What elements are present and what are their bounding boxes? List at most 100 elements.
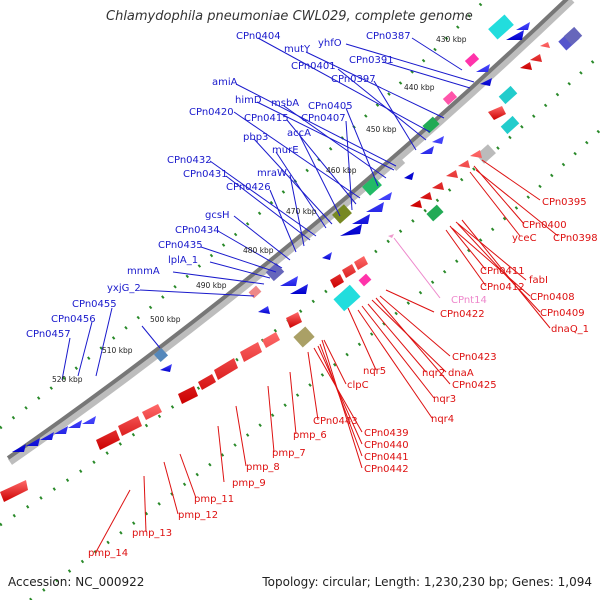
gene-label-CPn0409[interactable]: CPn0409 [540,308,585,319]
gene-label-mnmA[interactable]: mnmA [127,266,160,277]
gene-label-CPn0426[interactable]: CPn0426 [226,182,271,193]
gene-label-CPn0425[interactable]: CPn0425 [452,380,497,391]
scale-label: 460 kbp [326,166,357,175]
gene-label-nqr5[interactable]: nqr5 [363,366,386,377]
gene-label-yxjG_2[interactable]: yxjG_2 [107,283,141,294]
gene-label-pmp_14[interactable]: pmp_14 [88,548,128,559]
forward-arrow-lplA_1 [258,306,270,314]
gene-label-CPn0387[interactable]: CPn0387 [366,31,411,42]
gene-label-CPn0398[interactable]: CPn0398 [553,233,598,244]
gene-label-CPn0439[interactable]: CPn0439 [364,428,409,439]
gene-label-CPn0400[interactable]: CPn0400 [522,220,567,231]
feature-block-grey-2 [476,144,496,164]
feature-block-cyan-2 [498,85,518,105]
gene-label-CPn0395[interactable]: CPn0395 [542,197,587,208]
gene-label-pmp_7[interactable]: pmp_7 [272,448,306,459]
gene-label-CPn0441[interactable]: CPn0441 [364,452,409,463]
reverse-gene-labels: CPn0395 CPn0400 yceC CPn0398 CPn0411 fab… [88,197,598,559]
scale-label: 490 kbp [196,281,227,290]
gene-label-CPn0423[interactable]: CPn0423 [452,352,497,363]
forward-arrow-yxjG_2 [160,364,172,372]
gene-label-pmp_6[interactable]: pmp_6 [293,430,327,441]
gene-label-mutY[interactable]: mutY [284,44,311,55]
gene-label-CPn0457[interactable]: CPn0457 [26,329,71,340]
rna-leader-line [393,237,441,299]
gene-label-pmp_12[interactable]: pmp_12 [178,510,218,521]
gene-label-yhfO[interactable]: yhfO [318,38,342,49]
forward-arrows-450kbp [404,136,444,180]
gene-label-CPn0440[interactable]: CPn0440 [364,440,409,451]
gene-label-pmp_13[interactable]: pmp_13 [132,528,172,539]
gene-label-nqr2[interactable]: nqr2 [422,368,445,379]
gene-label-CPn0422[interactable]: CPn0422 [440,309,485,320]
reverse-arrow-CPn0443 [286,312,302,328]
forward-leader-lines [61,37,475,381]
gene-label-CPn0431[interactable]: CPn0431 [183,169,228,180]
feature-block-olive [332,204,352,224]
gene-label-CPn0407[interactable]: CPn0407 [301,113,346,124]
gene-label-CPn0432[interactable]: CPn0432 [167,155,212,166]
gene-label-dnaA[interactable]: dnaA [448,368,474,379]
scale-label: 430 kbp [436,35,467,44]
feature-block-cyan-4 [500,115,520,135]
gene-label-pmp_8[interactable]: pmp_8 [246,462,280,473]
forward-arrow-gcsH [322,252,332,260]
genome-summary-text: Topology: circular; Length: 1,230,230 bp… [262,575,592,589]
gene-label-CPn0442[interactable]: CPn0442 [364,464,409,475]
reverse-arrows-nqr [330,256,368,288]
gene-label-gcsH[interactable]: gcsH [205,210,230,221]
gene-label-accA[interactable]: accA [287,128,311,139]
forward-gene-labels: CPn0387 yhfO CPn0391 mutY CPn0404 CPn040… [26,31,411,340]
gene-label-CPn0415[interactable]: CPn0415 [244,113,289,124]
gene-label-yceC[interactable]: yceC [512,233,537,244]
gene-label-CPnt14[interactable]: CPnt14 [451,295,487,306]
gene-label-dnaQ_1[interactable]: dnaQ_1 [551,324,589,335]
gene-label-pmp_9[interactable]: pmp_9 [232,478,266,489]
map-title: Chlamydophila pneumoniae CWL029, complet… [106,9,473,24]
forward-arrows-430kbp [506,22,530,40]
scale-labels: 430 kbp 440 kbp 450 kbp 460 kbp 470 kbp … [52,35,467,384]
gene-label-clpC[interactable]: clpC [347,380,369,391]
gene-label-himD[interactable]: himD [235,95,262,106]
gene-label-lplA_1[interactable]: lplA_1 [168,255,198,266]
gene-label-msbA[interactable]: msbA [271,98,299,109]
gene-label-mraW[interactable]: mraW [257,168,287,179]
gene-label-CPn0401[interactable]: CPn0401 [291,61,336,72]
reverse-arrow-pmp_14 [0,480,28,502]
gene-label-CPn0408[interactable]: CPn0408 [530,292,575,303]
gene-label-CPn0412[interactable]: CPn0412 [480,282,525,293]
feature-block-pink-3 [358,273,372,287]
tick-track-inner [0,53,600,527]
gene-label-CPn0397[interactable]: CPn0397 [331,74,376,85]
feature-block-green-3 [426,204,444,222]
gene-label-pmp_11[interactable]: pmp_11 [194,494,234,505]
gene-label-CPn0420[interactable]: CPn0420 [189,107,234,118]
gene-label-CPn0456[interactable]: CPn0456 [51,314,96,325]
feature-block-cyan-1 [488,14,514,40]
gene-label-fabI[interactable]: fabI [529,275,548,286]
feature-block-green-1 [422,116,440,134]
scale-label: 500 kbp [150,315,181,324]
other-features [153,14,583,363]
feature-block-grey-1 [390,157,406,171]
gene-label-CPn0434[interactable]: CPn0434 [175,225,220,236]
gene-label-CPn0411[interactable]: CPn0411 [480,266,525,277]
forward-arrows-470kbp [340,192,392,236]
gene-label-pbp3[interactable]: pbp3 [243,132,268,143]
forward-arrows-520kbp [12,416,96,452]
scale-label: 450 kbp [366,125,397,134]
gene-label-CPn0435[interactable]: CPn0435 [158,240,203,251]
gene-label-CPn0404[interactable]: CPn0404 [236,31,281,42]
scale-label: 440 kbp [404,83,435,92]
gene-label-CPn0455[interactable]: CPn0455 [72,299,117,310]
gene-label-amiA[interactable]: amiA [212,77,238,88]
reverse-arrows-CPn0408-0412 [410,150,482,208]
gene-label-CPn0391[interactable]: CPn0391 [349,55,394,66]
gene-label-murE[interactable]: murE [272,145,299,156]
gene-label-nqr3[interactable]: nqr3 [433,394,456,405]
gene-label-nqr4[interactable]: nqr4 [431,414,454,425]
gene-label-CPn0405[interactable]: CPn0405 [308,101,353,112]
gene-label-CPn0443[interactable]: CPn0443 [313,416,358,427]
